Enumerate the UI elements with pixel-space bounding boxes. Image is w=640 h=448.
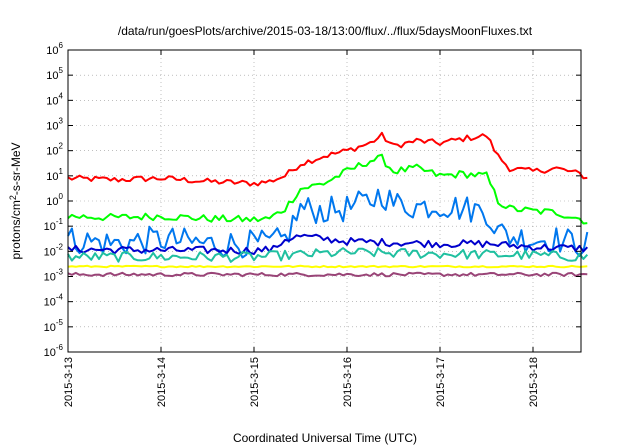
x-ticks: 2015-3-13 2015-3-14 2015-3-15 2015-3-16 2015…	[63, 50, 540, 407]
y-tick-base: 10	[46, 45, 58, 57]
series-line-2	[67, 188, 589, 259]
y-tick-base: 10	[44, 221, 56, 233]
y-tick-base: 10	[44, 246, 56, 258]
y-tick-base: 10	[44, 322, 56, 334]
y-tick-label: 105	[46, 66, 63, 82]
grid	[68, 50, 581, 352]
y-tick-label: 101	[46, 167, 63, 183]
y-tick-label: 10-2	[44, 242, 64, 258]
y-tick-label: 10-1	[44, 217, 64, 233]
y-tick-exponent: 5	[59, 66, 64, 75]
x-tick-label: 2015-3-16	[342, 357, 354, 407]
x-tick-label: 2015-3-17	[435, 357, 447, 407]
y-tick-exponent: 4	[59, 91, 64, 100]
y-tick-exponent: 1	[59, 167, 64, 176]
y-tick-base: 10	[44, 272, 56, 284]
y-tick-exponent: -2	[56, 242, 64, 251]
series-group	[67, 131, 589, 278]
y-tick-base: 10	[46, 146, 58, 158]
y-tick-label: 103	[46, 117, 63, 133]
y-axis-label-part2: -s-sr-MeV	[9, 142, 23, 195]
y-tick-exponent: 2	[59, 142, 64, 151]
series-line-3	[67, 233, 589, 255]
x-axis-label: Coordinated Universal Time (UTC)	[233, 431, 417, 445]
y-tick-exponent: -1	[56, 217, 64, 226]
y-tick-label: 106	[46, 41, 63, 57]
y-tick-exponent: -4	[56, 293, 64, 302]
y-tick-base: 10	[44, 297, 56, 309]
y-tick-label: 10-3	[44, 268, 64, 284]
y-tick-base: 10	[46, 95, 58, 107]
series-line-4	[67, 247, 589, 263]
series-line-5	[67, 264, 588, 269]
y-tick-label: 10-4	[44, 293, 64, 309]
y-tick-exponent: -3	[56, 268, 64, 277]
y-tick-label: 10-5	[44, 318, 64, 334]
y-tick-exponent: -5	[56, 318, 64, 327]
y-tick-base: 10	[46, 196, 58, 208]
y-tick-base: 10	[46, 121, 58, 133]
y-tick-exponent: 0	[59, 192, 64, 201]
series-line-0	[67, 131, 588, 187]
y-tick-label: 102	[46, 142, 63, 158]
y-axis-label-sup: 2	[8, 195, 18, 200]
y-tick-label: 10-6	[44, 343, 64, 359]
series-line-6	[67, 271, 588, 278]
y-tick-exponent: 3	[59, 117, 64, 126]
x-tick-label: 2015-3-15	[249, 357, 261, 407]
y-tick-exponent: -6	[56, 343, 64, 352]
x-tick-label: 2015-3-18	[528, 357, 540, 407]
y-tick-base: 10	[46, 171, 58, 183]
y-ticks: 10-610-510-410-310-210-11001011021031041…	[44, 41, 581, 359]
y-axis-label-part1: protons/cm	[9, 200, 23, 259]
y-tick-base: 10	[46, 70, 58, 82]
y-tick-base: 10	[44, 347, 56, 359]
series-line-1	[67, 153, 588, 225]
x-tick-label: 2015-3-13	[63, 357, 75, 407]
y-tick-label: 100	[46, 192, 63, 208]
y-axis-label: protons/cm2-s-sr-MeV	[8, 142, 23, 259]
x-tick-label: 2015-3-14	[156, 357, 168, 407]
chart-title: /data/run/goesPlots/archive/2015-03-18/1…	[118, 24, 533, 38]
y-tick-label: 104	[46, 91, 63, 107]
y-tick-exponent: 6	[59, 41, 64, 50]
